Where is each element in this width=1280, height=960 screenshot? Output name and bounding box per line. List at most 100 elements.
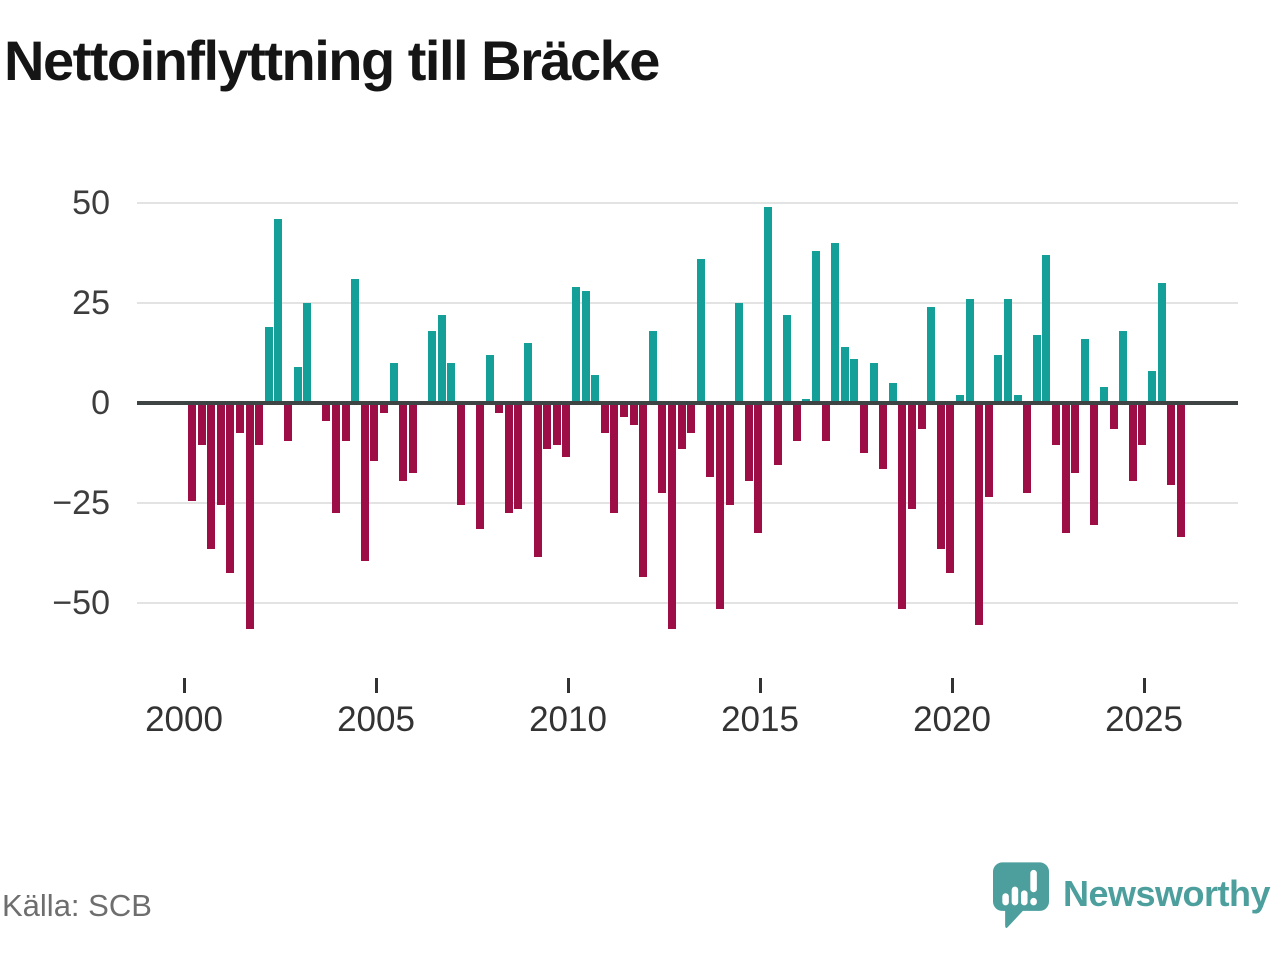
newsworthy-logo-text: Newsworthy <box>1062 873 1271 914</box>
zero-axis-line <box>137 401 1238 405</box>
bar-2002-q3 <box>284 405 292 441</box>
gridline-y--50 <box>137 602 1238 604</box>
bar-2021-q3 <box>1014 395 1022 403</box>
bar-2015-q1 <box>764 207 772 403</box>
y-axis-tick-label: 0 <box>91 384 110 422</box>
bar-2011-q2 <box>620 405 628 417</box>
bar-2016-q2 <box>812 251 820 403</box>
bar-2013-q1 <box>687 405 695 433</box>
bar-2017-q1 <box>841 347 849 403</box>
bar-2000-q3 <box>207 405 215 549</box>
x-axis-tick-label: 2020 <box>913 700 991 739</box>
bar-2000-q2 <box>198 405 206 445</box>
x-axis-tick-mark <box>183 678 186 693</box>
bar-2020-q1 <box>956 395 964 403</box>
x-axis-tick-label: 2025 <box>1105 700 1183 739</box>
bar-2000-q1 <box>188 405 196 501</box>
newsworthy-logo: Newsworthy <box>992 862 1271 930</box>
bar-2023-q2 <box>1081 339 1089 403</box>
bar-2009-q1 <box>534 405 542 557</box>
bar-2005-q1 <box>380 405 388 413</box>
bar-2002-q2 <box>274 219 282 403</box>
bar-2012-q4 <box>678 405 686 449</box>
bar-2009-q4 <box>562 405 570 457</box>
bar-2007-q3 <box>476 405 484 529</box>
bar-2003-q1 <box>303 303 311 403</box>
y-axis-tick-label: 50 <box>72 184 110 222</box>
bar-2023-q3 <box>1090 405 1098 525</box>
bar-2025-q3 <box>1167 405 1175 485</box>
bar-2011-q3 <box>630 405 638 425</box>
bar-2001-q4 <box>255 405 263 445</box>
bar-2010-q4 <box>601 405 609 433</box>
bar-2024-q1 <box>1110 405 1118 429</box>
bar-2009-q2 <box>543 405 551 449</box>
bar-2018-q3 <box>898 405 906 609</box>
bar-2007-q4 <box>486 355 494 403</box>
bar-2022-q2 <box>1042 255 1050 403</box>
bar-2005-q2 <box>390 363 398 403</box>
bar-2023-q1 <box>1071 405 1079 473</box>
bar-2009-q3 <box>553 405 561 445</box>
bar-2021-q1 <box>994 355 1002 403</box>
bar-2015-q2 <box>774 405 782 465</box>
bar-2007-q1 <box>457 405 465 505</box>
bar-2008-q2 <box>505 405 513 513</box>
bar-2024-q4 <box>1138 405 1146 445</box>
x-axis-tick-label: 2000 <box>145 700 223 739</box>
bar-2010-q2 <box>582 291 590 403</box>
bar-2004-q1 <box>342 405 350 441</box>
gridline-y-25 <box>137 302 1238 304</box>
bar-2014-q2 <box>735 303 743 403</box>
bar-2006-q3 <box>438 315 446 403</box>
bar-2010-q1 <box>572 287 580 403</box>
bar-2013-q3 <box>706 405 714 477</box>
bar-2020-q3 <box>975 405 983 625</box>
bar-2024-q3 <box>1129 405 1137 481</box>
bar-2004-q3 <box>361 405 369 561</box>
bar-2022-q4 <box>1062 405 1070 533</box>
bar-2008-q3 <box>514 405 522 509</box>
bar-2010-q3 <box>591 375 599 403</box>
bar-2008-q1 <box>495 405 503 413</box>
bar-2021-q4 <box>1023 405 1031 493</box>
bar-2005-q3 <box>399 405 407 481</box>
bar-2023-q4 <box>1100 387 1108 403</box>
bar-2018-q4 <box>908 405 916 509</box>
bar-2025-q1 <box>1148 371 1156 403</box>
bar-2015-q4 <box>793 405 801 441</box>
bar-2013-q4 <box>716 405 724 609</box>
bar-2021-q2 <box>1004 299 1012 403</box>
source-note: Källa: SCB <box>2 888 152 923</box>
bar-2006-q2 <box>428 331 436 403</box>
x-axis-tick-mark <box>375 678 378 693</box>
bar-2012-q2 <box>658 405 666 493</box>
x-axis-tick-label: 2005 <box>337 700 415 739</box>
newsworthy-logo-icon <box>992 862 1049 928</box>
bar-2005-q4 <box>409 405 417 473</box>
bar-2015-q3 <box>783 315 791 403</box>
bar-2017-q3 <box>860 405 868 453</box>
bar-2001-q2 <box>236 405 244 433</box>
bar-2017-q4 <box>870 363 878 403</box>
bar-2022-q1 <box>1033 335 1041 403</box>
bar-2019-q1 <box>918 405 926 429</box>
bar-2019-q2 <box>927 307 935 403</box>
bar-2013-q2 <box>697 259 705 403</box>
x-axis-tick-mark <box>1143 678 1146 693</box>
gridline-y--25 <box>137 502 1238 504</box>
bar-2003-q4 <box>332 405 340 513</box>
bar-2018-q1 <box>879 405 887 469</box>
bar-2018-q2 <box>889 383 897 403</box>
x-axis-tick-label: 2015 <box>721 700 799 739</box>
x-axis-tick-mark <box>951 678 954 693</box>
bar-2020-q2 <box>966 299 974 403</box>
bar-2025-q2 <box>1158 283 1166 403</box>
bar-2006-q4 <box>447 363 455 403</box>
bar-2002-q1 <box>265 327 273 403</box>
x-axis-tick-mark <box>759 678 762 693</box>
bar-2016-q4 <box>831 243 839 403</box>
bar-2014-q4 <box>754 405 762 533</box>
bar-2022-q3 <box>1052 405 1060 445</box>
